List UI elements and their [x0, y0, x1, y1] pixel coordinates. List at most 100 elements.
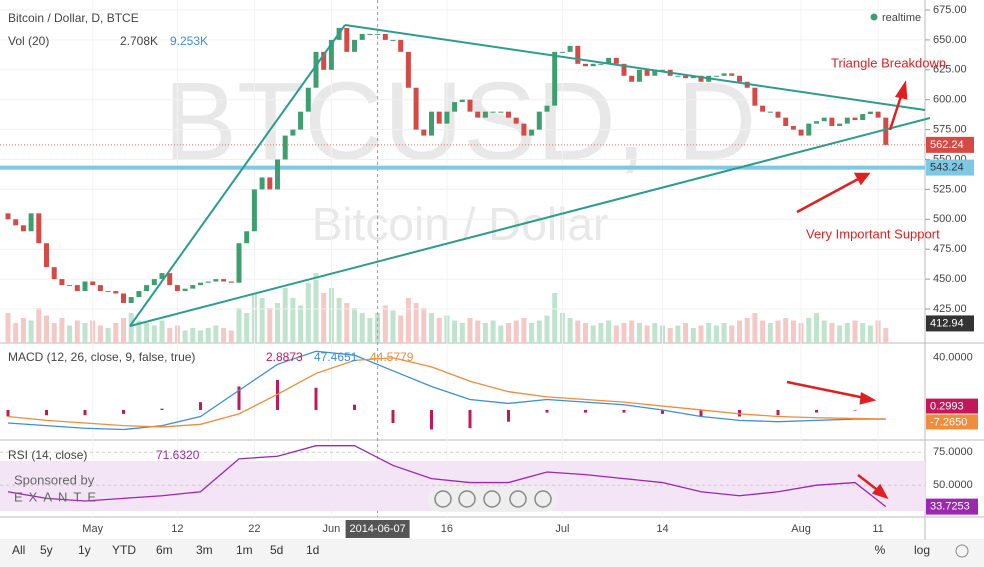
macd-histogram: [83, 409, 87, 416]
candle: [105, 291, 111, 293]
x-tick-label: Aug: [791, 523, 811, 535]
volume-bar: [367, 318, 373, 343]
candle: [575, 45, 581, 64]
candle: [444, 111, 450, 124]
volume-bar: [636, 323, 642, 343]
candle: [721, 73, 727, 76]
candle: [90, 281, 96, 286]
y-tick-label: 450.00: [933, 273, 967, 285]
candle: [321, 51, 327, 70]
volume-bar: [621, 323, 627, 343]
range-button[interactable]: All: [12, 543, 25, 557]
candle: [174, 285, 180, 292]
nav-controls[interactable]: [428, 486, 558, 512]
range-button[interactable]: YTD: [112, 543, 136, 557]
volume-bar: [775, 320, 781, 343]
volume-bar: [883, 328, 889, 343]
candle: [629, 75, 635, 82]
candle: [344, 27, 350, 52]
volume-bar: [529, 323, 535, 343]
volume-bar: [683, 323, 689, 343]
candle: [852, 117, 858, 121]
volume-bar: [698, 325, 704, 343]
rsi-badge-bg: [926, 498, 978, 515]
volume-bar: [344, 303, 350, 343]
range-button[interactable]: 6m: [156, 543, 173, 557]
range-button[interactable]: 3m: [196, 543, 213, 557]
candle: [790, 126, 796, 130]
range-button[interactable]: 5y: [40, 543, 53, 557]
volume-bar: [498, 325, 504, 343]
volume-bar: [629, 320, 635, 343]
macd-histogram: [776, 409, 780, 416]
y-tick-label: 650.00: [933, 34, 967, 46]
volume-bar: [321, 293, 327, 343]
volume-bar: [590, 325, 596, 343]
macd-value: 44.5779: [370, 350, 414, 364]
x-tick-label: May: [82, 523, 103, 535]
x-tick-label: 14: [656, 523, 668, 535]
x-tick-label: Jun: [323, 523, 341, 535]
volume-bar: [205, 328, 211, 343]
candle: [5, 213, 11, 220]
candle: [544, 105, 550, 112]
candle: [644, 69, 650, 76]
volume-bar: [567, 318, 573, 343]
range-button[interactable]: 1y: [78, 543, 91, 557]
candle: [590, 63, 596, 67]
realtime-dot: [870, 13, 878, 21]
settings-icon[interactable]: [955, 544, 969, 558]
range-button[interactable]: 5d: [270, 543, 283, 557]
volume-bar: [729, 325, 735, 343]
volume-bar: [290, 298, 296, 343]
candle: [536, 111, 542, 130]
candle: [159, 273, 165, 280]
candle: [737, 75, 742, 82]
candle: [482, 111, 488, 118]
realtime: realtime: [882, 12, 921, 24]
volume-bar: [521, 318, 527, 343]
y-tick-label: 675.00: [933, 4, 967, 16]
range-button[interactable]: 1m: [236, 543, 253, 557]
volume-bar: [74, 320, 80, 343]
candle: [652, 69, 658, 76]
candle: [459, 99, 465, 103]
candle: [236, 243, 242, 283]
candle: [798, 129, 804, 136]
volume-bar: [228, 330, 234, 343]
candle: [13, 219, 19, 226]
range-button[interactable]: 1d: [306, 543, 319, 557]
candle: [559, 51, 565, 53]
scale-button[interactable]: log: [914, 543, 930, 557]
candle: [205, 281, 211, 283]
scale-button[interactable]: %: [875, 543, 886, 557]
volume-bar: [159, 320, 165, 343]
candle: [405, 51, 411, 88]
x-tick-label: 11: [872, 523, 883, 535]
candle: [305, 87, 311, 112]
macd-histogram: [584, 409, 587, 413]
volume-bar: [128, 313, 134, 343]
candle: [151, 279, 157, 286]
volume-title: Vol (20): [8, 34, 49, 48]
volume-bar: [82, 323, 88, 343]
volume-bar: [506, 323, 511, 343]
volume-bar: [313, 273, 319, 343]
volume-bar: [275, 303, 280, 343]
volume-bar: [867, 325, 873, 343]
candle: [675, 75, 681, 77]
candle: [267, 177, 273, 190]
macd-histogram: [6, 409, 10, 417]
volume-bar: [121, 318, 126, 343]
volume-bar: [690, 328, 696, 343]
candle: [529, 129, 535, 136]
y-tick-label: 40.0000: [933, 352, 973, 364]
rsi-badge: 33.7253: [930, 501, 970, 513]
candle: [860, 114, 866, 121]
candle: [821, 117, 827, 122]
volume-bar: [675, 325, 681, 343]
candle: [521, 123, 527, 136]
volume-bar: [552, 293, 558, 343]
candle: [429, 111, 434, 136]
volume-bar: [59, 318, 65, 343]
